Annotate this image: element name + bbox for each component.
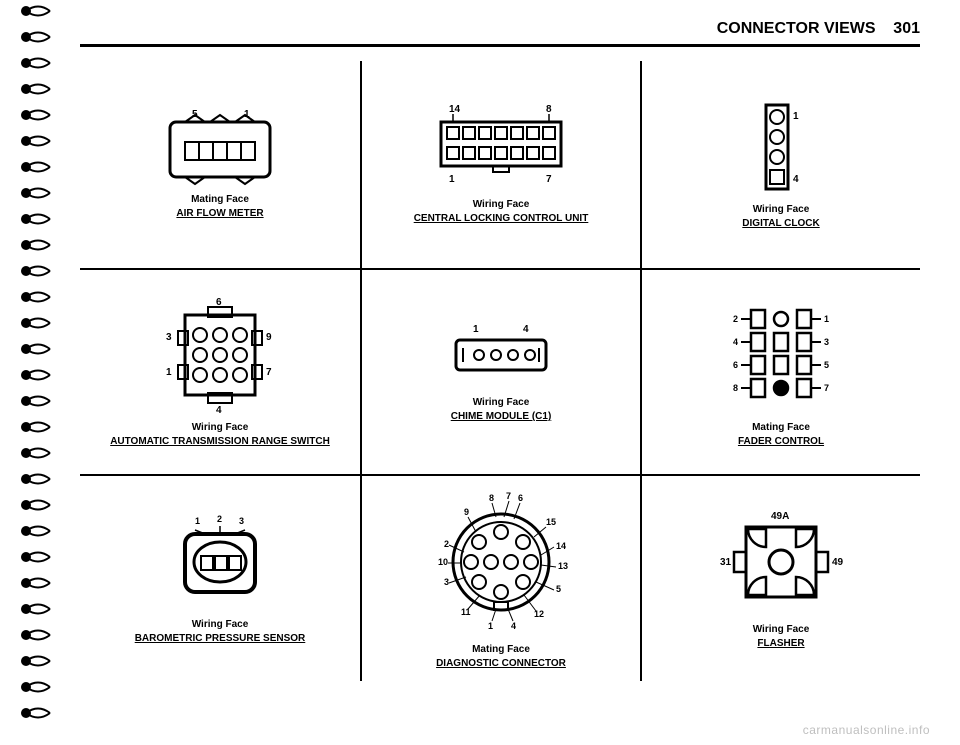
svg-text:8: 8 <box>546 104 552 115</box>
svg-text:49A: 49A <box>771 511 789 522</box>
flasher-icon: 49A 31 49 <box>706 507 856 617</box>
svg-text:1: 1 <box>488 621 493 631</box>
page: // nothing — decorative created below CO… <box>0 0 960 745</box>
svg-text:13: 13 <box>558 561 568 571</box>
cell-chime: 1 4 Wiring Face CHIME MODULE (C1) <box>360 268 640 475</box>
face-label: Wiring Face <box>753 623 810 637</box>
svg-text:3: 3 <box>444 577 449 587</box>
air-flow-meter-icon: 5 1 <box>150 107 290 187</box>
svg-text:7: 7 <box>824 383 829 393</box>
svg-text:3: 3 <box>824 337 829 347</box>
svg-text:7: 7 <box>506 491 511 501</box>
cell-central-locking: 14 8 1 7 Wiring Face CENTRAL LOCKING CON… <box>360 61 640 268</box>
svg-text:4: 4 <box>733 337 738 347</box>
cell-fader: 2 1 4 3 6 5 8 7 Mating Face FADER CONTRO… <box>640 268 920 475</box>
digital-clock-icon: 1 4 <box>741 97 821 197</box>
baro-icon: 1 2 3 <box>155 512 285 612</box>
svg-text:2: 2 <box>444 539 449 549</box>
svg-text:7: 7 <box>546 174 552 185</box>
face-label: Wiring Face <box>742 203 819 217</box>
caption: Wiring Face FLASHER <box>753 623 810 651</box>
svg-text:10: 10 <box>438 557 448 567</box>
cell-diagnostic: 8 7 6 9 15 2 14 10 13 3 5 11 12 1 4 <box>360 474 640 681</box>
header-title: CONNECTOR VIEWS <box>717 20 876 37</box>
chime-icon: 1 4 <box>431 320 571 390</box>
cell-flasher: 49A 31 49 Wiring Face FLASHER <box>640 474 920 681</box>
caption: Wiring Face BAROMETRIC PRESSURE SENSOR <box>135 618 306 646</box>
svg-text:14: 14 <box>449 104 461 115</box>
caption: Mating Face AIR FLOW METER <box>176 193 263 221</box>
face-label: Mating Face <box>176 193 263 207</box>
svg-text:14: 14 <box>556 541 566 551</box>
name-label: AUTOMATIC TRANSMISSION RANGE SWITCH <box>110 435 330 449</box>
svg-text:4: 4 <box>793 174 799 185</box>
name-label: DIAGNOSTIC CONNECTOR <box>436 657 566 671</box>
cell-auto-trans: 6 3 9 1 7 4 <box>80 268 360 475</box>
svg-text:6: 6 <box>518 493 523 503</box>
svg-text:7: 7 <box>266 367 272 378</box>
watermark: carmanualsonline.info <box>803 723 930 737</box>
svg-text:1: 1 <box>195 516 200 526</box>
spiral-binding: // nothing — decorative created below <box>20 0 60 745</box>
central-locking-icon: 14 8 1 7 <box>411 102 591 192</box>
svg-text:1: 1 <box>449 174 455 185</box>
svg-text:1: 1 <box>166 367 172 378</box>
name-label: DIGITAL CLOCK <box>742 217 819 231</box>
caption: Wiring Face DIGITAL CLOCK <box>742 203 819 231</box>
fader-icon: 2 1 4 3 6 5 8 7 <box>711 295 851 415</box>
svg-text:8: 8 <box>489 493 494 503</box>
caption: Wiring Face CENTRAL LOCKING CONTROL UNIT <box>414 198 589 226</box>
svg-text:3: 3 <box>239 516 244 526</box>
cell-digital-clock: 1 4 Wiring Face DIGITAL CLOCK <box>640 61 920 268</box>
face-label: Wiring Face <box>451 396 552 410</box>
svg-text:9: 9 <box>464 507 469 517</box>
caption: Wiring Face CHIME MODULE (C1) <box>451 396 552 424</box>
svg-text:1: 1 <box>793 111 799 122</box>
cell-baro: 1 2 3 Wiring Face BAROMETRIC PRESSURE SE… <box>80 474 360 681</box>
svg-text:4: 4 <box>523 324 529 335</box>
name-label: CHIME MODULE (C1) <box>451 410 552 424</box>
face-label: Mating Face <box>436 643 566 657</box>
svg-text:6: 6 <box>733 360 738 370</box>
svg-text:11: 11 <box>461 607 471 617</box>
svg-text:4: 4 <box>216 405 222 415</box>
caption: Mating Face FADER CONTROL <box>738 421 824 449</box>
cell-air-flow-meter: 5 1 Mating Face AIR FLOW METER <box>80 61 360 268</box>
face-label: Wiring Face <box>110 421 330 435</box>
name-label: FLASHER <box>753 637 810 651</box>
header-page-num: 301 <box>893 20 920 37</box>
auto-trans-icon: 6 3 9 1 7 4 <box>150 295 290 415</box>
svg-text:9: 9 <box>266 332 272 343</box>
svg-text:2: 2 <box>217 514 222 524</box>
svg-text:1: 1 <box>473 324 479 335</box>
svg-text:4: 4 <box>511 621 516 631</box>
name-label: FADER CONTROL <box>738 435 824 449</box>
svg-text:2: 2 <box>733 314 738 324</box>
svg-text:49: 49 <box>832 557 844 568</box>
connector-grid: 5 1 Mating Face AIR FLOW METER <box>80 61 920 681</box>
face-label: Wiring Face <box>135 618 306 632</box>
svg-text:3: 3 <box>166 332 172 343</box>
name-label: AIR FLOW METER <box>176 207 263 221</box>
caption: Wiring Face AUTOMATIC TRANSMISSION RANGE… <box>110 421 330 449</box>
face-label: Mating Face <box>738 421 824 435</box>
svg-text:31: 31 <box>720 557 732 568</box>
svg-text:5: 5 <box>556 584 561 594</box>
page-header: CONNECTOR VIEWS 301 <box>80 20 920 47</box>
diagnostic-icon: 8 7 6 9 15 2 14 10 13 3 5 11 12 1 4 <box>416 487 586 637</box>
svg-text:8: 8 <box>733 383 738 393</box>
face-label: Wiring Face <box>414 198 589 212</box>
name-label: CENTRAL LOCKING CONTROL UNIT <box>414 212 589 226</box>
svg-text:15: 15 <box>546 517 556 527</box>
name-label: BAROMETRIC PRESSURE SENSOR <box>135 632 306 646</box>
caption: Mating Face DIAGNOSTIC CONNECTOR <box>436 643 566 671</box>
svg-text:5: 5 <box>824 360 829 370</box>
svg-text:1: 1 <box>824 314 829 324</box>
